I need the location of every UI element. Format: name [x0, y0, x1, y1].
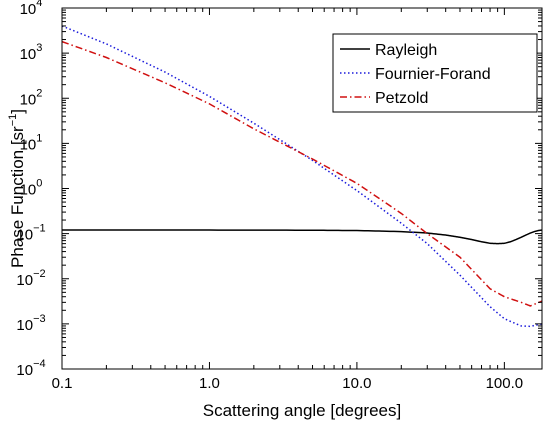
legend: Rayleigh Fournier-Forand Petzold	[332, 33, 538, 113]
x-tick-label: 10.0	[342, 375, 371, 392]
y-tick-label-exponent: 2	[36, 87, 42, 99]
x-tick-label: 0.1	[52, 375, 73, 392]
y-tick-label: 10−4	[16, 358, 45, 379]
y-axis-title-close: ]	[8, 109, 27, 114]
y-tick-label: 10−3	[16, 313, 45, 334]
series-line-rayleigh	[62, 229, 543, 245]
y-axis-title-main: Phase Function [sr	[8, 126, 27, 268]
x-tick-label: 100.0	[486, 375, 524, 392]
x-tick-label: 1.0	[199, 375, 220, 392]
plot-lines	[61, 25, 543, 328]
y-tick-label-exponent: 0	[36, 178, 42, 190]
y-tick-label: 101	[20, 132, 43, 153]
y-tick-label: 100	[20, 178, 43, 199]
y-tick-label: 102	[20, 87, 43, 108]
y-tick-label-base: 10	[20, 182, 37, 199]
y-tick-label-exponent: −3	[33, 313, 46, 325]
legend-box	[332, 33, 538, 113]
y-tick-label: 104	[20, 0, 43, 18]
y-tick-label: 10−2	[16, 268, 45, 289]
y-tick-label-exponent: 3	[36, 42, 42, 54]
y-tick-label-base: 10	[16, 362, 33, 379]
y-tick-label-exponent: 1	[36, 132, 42, 144]
series-line-petzold	[61, 40, 543, 307]
y-tick-label-base: 10	[16, 272, 33, 289]
y-axis-title-sup: −1	[7, 114, 19, 127]
y-tick-label-base: 10	[20, 136, 37, 153]
x-axis-title: Scattering angle [degrees]	[203, 401, 401, 420]
legend-label: Petzold	[375, 90, 428, 107]
y-tick-label-base: 10	[20, 46, 37, 63]
y-tick-label-base: 10	[16, 227, 33, 244]
y-tick-label-exponent: −1	[33, 223, 46, 235]
y-tick-label-exponent: −2	[33, 268, 46, 280]
y-tick-label-exponent: 4	[36, 0, 42, 9]
y-tick-label: 103	[20, 42, 43, 63]
y-axis-title: Phase Function [sr−1]	[7, 109, 27, 268]
y-tick-label-base: 10	[20, 91, 37, 108]
y-tick-label-exponent: −4	[33, 358, 46, 370]
y-tick-label-base: 10	[20, 1, 37, 18]
axis-ticks	[61, 7, 542, 370]
legend-label: Fournier-Forand	[375, 66, 491, 83]
y-tick-label-base: 10	[16, 317, 33, 334]
legend-label: Rayleigh	[375, 42, 437, 59]
axis-tick-labels: 0.1 1.0 10.0 100.010−410−310−210−1100101102…	[16, 0, 523, 392]
y-tick-label: 10−1	[16, 223, 45, 244]
